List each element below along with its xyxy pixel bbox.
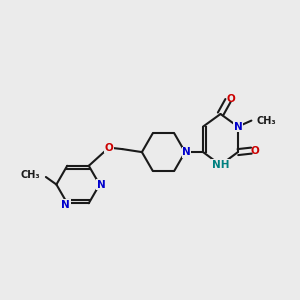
Text: N: N (61, 200, 70, 210)
Text: N: N (182, 147, 191, 157)
Text: O: O (226, 94, 235, 104)
Text: O: O (104, 142, 113, 153)
Text: O: O (250, 146, 259, 156)
Text: CH₃: CH₃ (20, 169, 40, 180)
Text: NH: NH (212, 160, 229, 170)
Text: N: N (233, 122, 242, 132)
Text: CH₃: CH₃ (257, 116, 276, 126)
Text: N: N (97, 179, 106, 190)
